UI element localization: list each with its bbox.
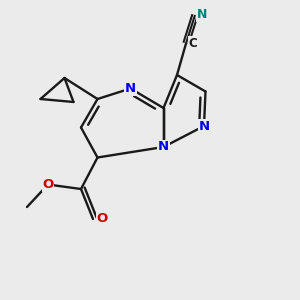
Text: N: N bbox=[198, 119, 210, 133]
Text: O: O bbox=[96, 212, 108, 226]
Text: O: O bbox=[42, 178, 54, 191]
Text: C: C bbox=[188, 37, 197, 50]
Text: N: N bbox=[158, 140, 169, 154]
Text: N: N bbox=[125, 82, 136, 95]
Text: N: N bbox=[196, 8, 207, 22]
